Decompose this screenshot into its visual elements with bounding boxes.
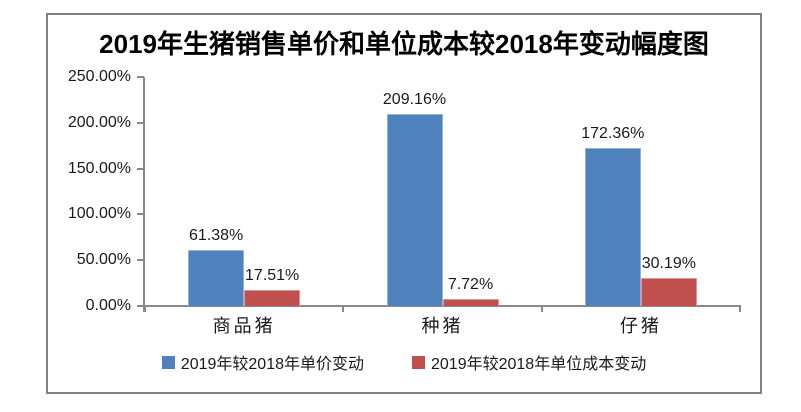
bar-unit-price-change <box>188 249 245 306</box>
x-axis-tick <box>144 307 146 312</box>
x-axis-tick <box>342 307 345 312</box>
legend: 2019年较2018年单价变动 2019年较2018年单位成本变动 <box>48 350 760 374</box>
bar-unit-cost-change <box>244 289 301 306</box>
y-axis-line <box>143 77 145 312</box>
legend-label-unit-cost-change: 2019年较2018年单位成本变动 <box>431 356 647 373</box>
x-axis-tick <box>739 307 741 312</box>
y-axis-tick <box>137 213 144 216</box>
bar-unit-cost-change <box>640 278 697 306</box>
legend-item-unit-cost-change: 2019年较2018年单位成本变动 <box>412 350 646 374</box>
x-axis-category-label: 商品猪 <box>212 316 276 336</box>
legend-item-unit-price-change: 2019年较2018年单价变动 <box>161 350 364 374</box>
y-axis-label: 0.00% <box>85 297 131 314</box>
y-axis-tick <box>137 259 144 262</box>
bar-value-label-unit-cost-change: 30.19% <box>641 255 696 273</box>
legend-label-unit-price-change: 2019年较2018年单价变动 <box>180 356 364 373</box>
x-axis-line <box>143 305 741 307</box>
y-axis-label: 50.00% <box>76 251 131 269</box>
bar-unit-price-change <box>386 114 443 306</box>
chart-frame: 2019年生猪销售单价和单位成本较2018年变动幅度图 2019年较2018年单… <box>46 13 762 394</box>
y-axis-tick <box>137 305 144 307</box>
bar-value-label-unit-price-change: 61.38% <box>189 226 244 244</box>
bar-value-label-unit-cost-change: 7.72% <box>447 275 494 293</box>
bar-value-label-unit-price-change: 209.16% <box>382 91 447 109</box>
x-axis-category-label: 种猪 <box>421 316 464 336</box>
x-axis-tick <box>540 307 543 312</box>
bar-unit-price-change <box>584 148 641 306</box>
y-axis-label: 150.00% <box>67 159 131 177</box>
y-axis-label: 100.00% <box>67 205 131 223</box>
legend-swatch-unit-price-change <box>161 355 175 369</box>
y-axis-label: 250.00% <box>67 68 131 85</box>
y-axis-tick <box>137 167 144 170</box>
chart-title: 2019年生猪销售单价和单位成本较2018年变动幅度图 <box>99 29 709 59</box>
y-axis-tick <box>137 121 144 124</box>
legend-swatch-unit-cost-change <box>412 355 425 369</box>
y-axis-tick <box>137 76 144 78</box>
x-axis-category-label: 仔猪 <box>619 316 662 336</box>
bar-value-label-unit-cost-change: 17.51% <box>245 266 300 284</box>
bar-value-label-unit-price-change: 172.36% <box>581 125 645 143</box>
bar-unit-cost-change <box>442 298 499 306</box>
y-axis-label: 200.00% <box>67 113 131 131</box>
